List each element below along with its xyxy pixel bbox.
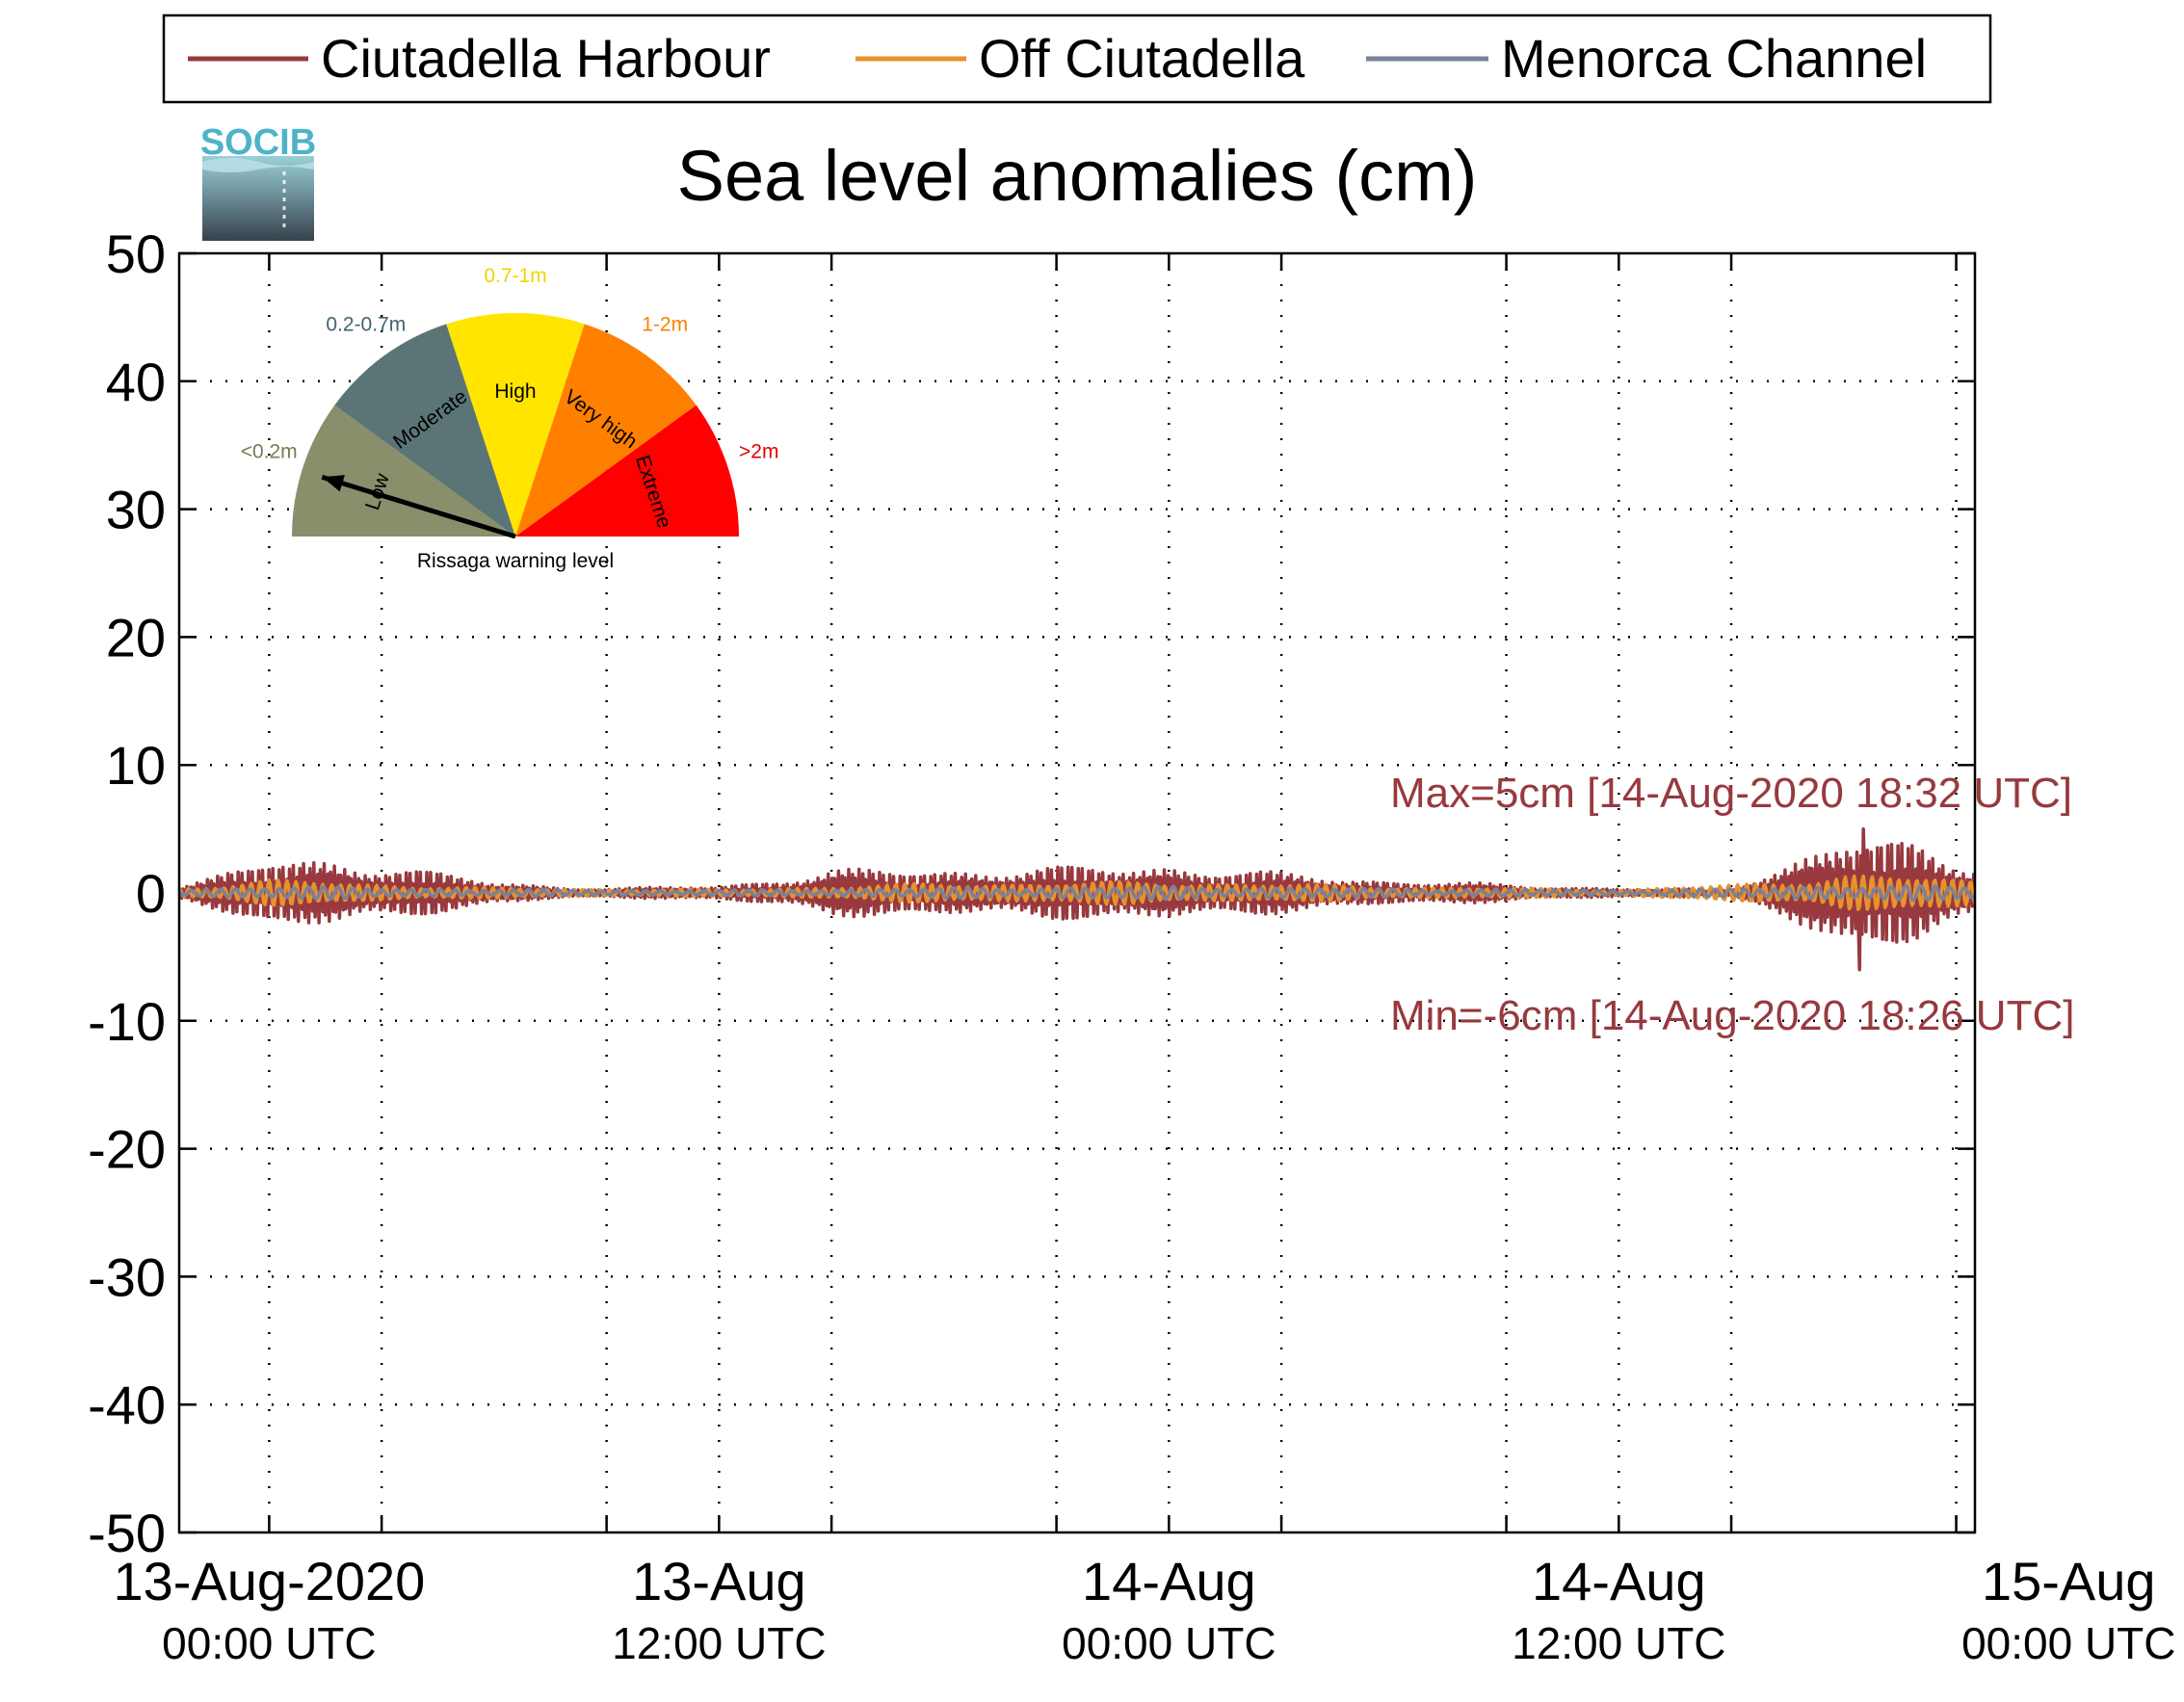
- y-tick-label: -10: [88, 991, 166, 1052]
- socib-logo: SOCIB: [200, 122, 316, 241]
- x-tick-sublabel: 12:00 UTC: [612, 1618, 826, 1668]
- series-line-2: [179, 883, 1975, 903]
- y-tick-label: 30: [106, 480, 166, 540]
- legend: Ciutadella Harbour Off Ciutadella Menorc…: [162, 13, 1992, 104]
- gauge-needle-head: [322, 475, 345, 492]
- x-tick-label: 13-Aug-2020: [113, 1551, 425, 1611]
- gauge-segment: [292, 405, 515, 537]
- gauge-range-label: <0.2m: [241, 440, 298, 462]
- x-tick-label: 15-Aug: [1982, 1551, 2156, 1611]
- y-axis: 50 40 30 20 10 0 -10 -20 -30 -40 -50: [88, 223, 1975, 1563]
- y-tick-label: 0: [136, 863, 166, 924]
- y-tick-label: 20: [106, 607, 166, 668]
- y-tick-label: -20: [88, 1119, 166, 1180]
- legend-item: Ciutadella Harbour: [188, 28, 771, 89]
- y-tick-label: 40: [106, 352, 166, 412]
- legend-item: Off Ciutadella: [855, 28, 1305, 89]
- x-tick-sublabel: 00:00 UTC: [1062, 1618, 1276, 1668]
- y-tick-label: -40: [88, 1375, 166, 1435]
- gauge-range-label: 0.2-0.7m: [326, 313, 406, 335]
- x-tick-sublabel: 00:00 UTC: [1961, 1618, 2175, 1668]
- gauge-range-label: >2m: [739, 440, 778, 462]
- gauge-range-label: 1-2m: [642, 313, 688, 335]
- gauge-caption: Rissaga warning level: [417, 550, 614, 572]
- gauge-segment: [515, 324, 697, 537]
- logo-text: SOCIB: [200, 122, 316, 163]
- gauge-segment: [515, 405, 739, 537]
- gauge-segment: [334, 324, 515, 537]
- x-tick-label: 14-Aug: [1532, 1551, 1706, 1611]
- max-annotation: Max=5cm [14-Aug-2020 18:32 UTC]: [1390, 770, 2072, 817]
- x-tick-sublabel: 00:00 UTC: [162, 1618, 376, 1668]
- gauge-segment: [446, 313, 585, 537]
- gauge-range-label: 0.7-1m: [484, 265, 546, 287]
- x-axis: 13-Aug-2020 00:00 UTC 13-Aug 12:00 UTC 14-Au…: [113, 253, 2176, 1668]
- y-tick-label: 50: [106, 223, 166, 284]
- x-tick-sublabel: 12:00 UTC: [1512, 1618, 1725, 1668]
- x-tick-label: 14-Aug: [1082, 1551, 1256, 1611]
- x-tick-label: 13-Aug: [632, 1551, 806, 1611]
- legend-frame: [162, 13, 1992, 104]
- legend-item: Menorca Channel: [1366, 28, 1927, 89]
- legend-label-1: Off Ciutadella: [979, 28, 1305, 89]
- y-tick-label: -30: [88, 1246, 166, 1307]
- min-annotation: Min=-6cm [14-Aug-2020 18:26 UTC]: [1390, 992, 2074, 1039]
- logo-wave-crest: [202, 158, 314, 172]
- series-lines: [179, 826, 1975, 972]
- gauge-segment-label: High: [494, 380, 536, 403]
- legend-label-2: Menorca Channel: [1501, 28, 1927, 89]
- y-tick-label: -50: [88, 1503, 166, 1563]
- plot-frame: [177, 251, 1977, 1534]
- gauge-needle: [321, 474, 516, 539]
- y-tick-label: 10: [106, 735, 166, 796]
- legend-label-0: Ciutadella Harbour: [321, 28, 771, 89]
- chart-title: Sea level anomalies (cm): [677, 136, 1478, 216]
